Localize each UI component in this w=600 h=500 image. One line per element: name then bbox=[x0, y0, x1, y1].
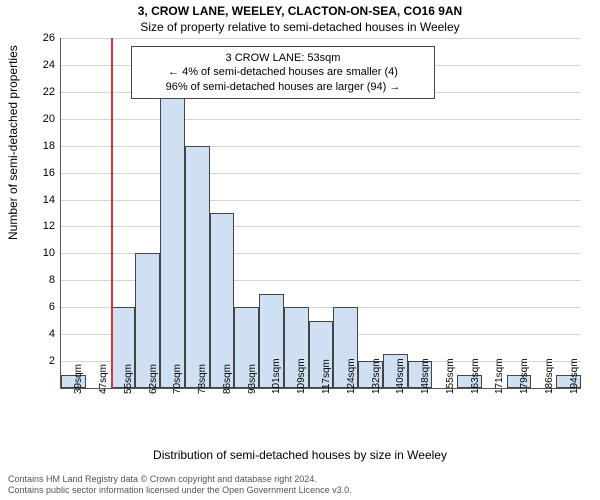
y-tick: 20 bbox=[43, 113, 55, 125]
x-tick: 62sqm bbox=[148, 364, 159, 394]
bar bbox=[185, 146, 210, 388]
annotation-box: 3 CROW LANE: 53sqm ← 4% of semi-detached… bbox=[131, 46, 435, 99]
y-tick: 24 bbox=[43, 59, 55, 71]
chart-title-address: 3, CROW LANE, WEELEY, CLACTON-ON-SEA, CO… bbox=[0, 4, 600, 18]
x-tick: 171sqm bbox=[494, 358, 505, 394]
x-tick: 101sqm bbox=[271, 358, 282, 394]
y-tick: 8 bbox=[49, 274, 55, 286]
x-tick: 93sqm bbox=[247, 364, 258, 394]
x-tick: 179sqm bbox=[519, 358, 530, 394]
y-tick: 6 bbox=[49, 301, 55, 313]
x-tick: 140sqm bbox=[395, 358, 406, 394]
x-tick: 148sqm bbox=[420, 358, 431, 394]
y-tick: 22 bbox=[43, 86, 55, 98]
y-axis-label: Number of semi-detached properties bbox=[6, 45, 20, 240]
x-tick: 109sqm bbox=[296, 358, 307, 394]
bar bbox=[210, 213, 235, 388]
y-tick: 12 bbox=[43, 220, 55, 232]
x-tick: 55sqm bbox=[123, 364, 134, 394]
x-tick: 47sqm bbox=[98, 364, 109, 394]
x-tick: 124sqm bbox=[346, 358, 357, 394]
y-tick: 18 bbox=[43, 140, 55, 152]
x-tick: 194sqm bbox=[569, 358, 580, 394]
plot-area: 2468101214161820222426 3 CROW LANE: 53sq… bbox=[60, 38, 581, 389]
annotation-property: 3 CROW LANE: 53sqm bbox=[138, 51, 428, 65]
x-tick: 155sqm bbox=[445, 358, 456, 394]
x-tick: 163sqm bbox=[470, 358, 481, 394]
x-tick: 39sqm bbox=[73, 364, 84, 394]
x-tick: 132sqm bbox=[371, 358, 382, 394]
footnote: Contains HM Land Registry data © Crown c… bbox=[0, 474, 600, 496]
footnote-line2: Contains public sector information licen… bbox=[8, 485, 592, 496]
x-tick: 78sqm bbox=[197, 364, 208, 394]
y-tick: 4 bbox=[49, 328, 55, 340]
y-tick: 2 bbox=[49, 355, 55, 367]
property-marker-line bbox=[111, 38, 113, 388]
y-tick: 14 bbox=[43, 194, 55, 206]
y-tick: 10 bbox=[43, 247, 55, 259]
annotation-larger: 96% of semi-detached houses are larger (… bbox=[138, 80, 428, 94]
footnote-line1: Contains HM Land Registry data © Crown c… bbox=[8, 474, 592, 485]
x-tick: 70sqm bbox=[172, 364, 183, 394]
x-axis-label: Distribution of semi-detached houses by … bbox=[0, 448, 600, 462]
chart-container: { "chart":{ "type":"histogram", "title_l… bbox=[0, 0, 600, 500]
chart-title-desc: Size of property relative to semi-detach… bbox=[0, 20, 600, 34]
x-tick: 86sqm bbox=[222, 364, 233, 394]
y-tick: 16 bbox=[43, 167, 55, 179]
x-tick: 117sqm bbox=[321, 359, 332, 394]
x-tick: 186sqm bbox=[544, 358, 555, 394]
annotation-smaller: ← 4% of semi-detached houses are smaller… bbox=[138, 65, 428, 79]
bar bbox=[160, 92, 185, 388]
y-tick: 26 bbox=[43, 32, 55, 44]
